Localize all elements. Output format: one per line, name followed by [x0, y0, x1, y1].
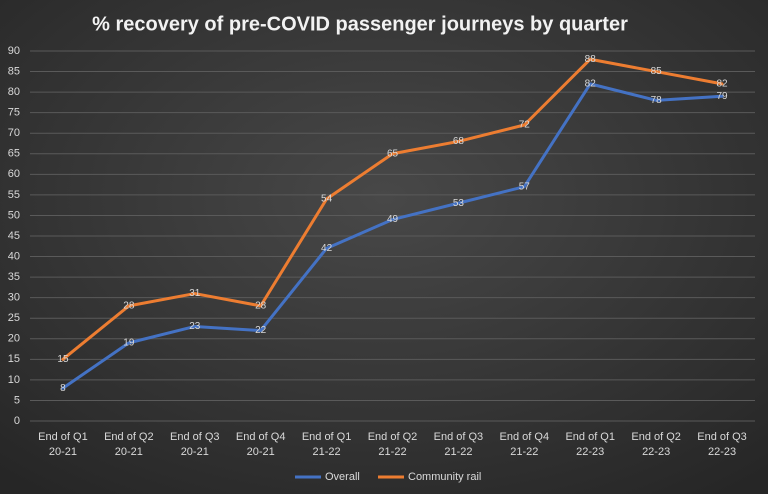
data-label: 85	[651, 66, 663, 77]
y-tick-label: 60	[8, 168, 20, 180]
data-label: 22	[255, 325, 267, 336]
data-label: 68	[453, 136, 465, 147]
x-tick-label: 20-21	[49, 446, 77, 458]
x-tick-label: End of Q4	[500, 431, 550, 443]
x-tick-label: End of Q1	[565, 431, 615, 443]
data-label: 42	[321, 243, 333, 254]
y-tick-label: 80	[8, 86, 20, 98]
y-tick-label: 10	[8, 374, 20, 386]
y-tick-label: 0	[14, 415, 20, 427]
x-tick-label: End of Q2	[631, 431, 681, 443]
data-label: 28	[255, 301, 267, 312]
x-tick-label: 22-23	[642, 446, 670, 458]
data-label: 8	[60, 383, 66, 394]
data-label: 57	[519, 181, 531, 192]
y-tick-label: 50	[8, 209, 20, 221]
y-tick-label: 85	[8, 65, 20, 77]
legend-label: Community rail	[408, 471, 481, 483]
x-tick-label: 21-22	[378, 446, 406, 458]
data-label: 53	[453, 198, 465, 209]
y-tick-label: 65	[8, 148, 20, 160]
data-label: 31	[189, 288, 201, 299]
x-tick-label: End of Q3	[170, 431, 220, 443]
data-label: 65	[387, 148, 399, 159]
y-tick-label: 35	[8, 271, 20, 283]
y-tick-label: 70	[8, 127, 20, 139]
data-label: 88	[585, 54, 597, 65]
x-tick-label: 22-23	[576, 446, 604, 458]
data-label: 15	[57, 354, 69, 365]
y-tick-label: 40	[8, 250, 20, 262]
x-tick-label: End of Q2	[104, 431, 154, 443]
x-tick-label: End of Q4	[236, 431, 286, 443]
data-label: 78	[651, 95, 663, 106]
data-label: 72	[519, 120, 531, 131]
series-line	[61, 57, 724, 361]
x-tick-label: End of Q1	[38, 431, 88, 443]
data-label: 49	[387, 214, 399, 225]
y-tick-label: 30	[8, 292, 20, 304]
y-tick-label: 55	[8, 189, 20, 201]
series-line	[61, 82, 724, 390]
x-tick-label: 21-22	[444, 446, 472, 458]
x-tick-label: 20-21	[247, 446, 275, 458]
chart-title: % recovery of pre-COVID passenger journe…	[92, 13, 628, 35]
x-tick-label: 22-23	[708, 446, 736, 458]
y-tick-label: 25	[8, 312, 20, 324]
legend-label: Overall	[325, 471, 360, 483]
x-tick-label: End of Q3	[434, 431, 484, 443]
x-tick-label: End of Q3	[697, 431, 747, 443]
data-label: 19	[123, 338, 135, 349]
data-label: 82	[716, 79, 728, 90]
data-label: 23	[189, 321, 201, 332]
data-label: 79	[716, 91, 728, 102]
y-tick-label: 90	[8, 45, 20, 57]
y-tick-label: 45	[8, 230, 20, 242]
x-tick-label: End of Q1	[302, 431, 352, 443]
x-tick-label: End of Q2	[368, 431, 418, 443]
x-tick-label: 20-21	[181, 446, 209, 458]
y-tick-label: 20	[8, 333, 20, 345]
data-label: 54	[321, 194, 333, 205]
x-tick-label: 21-22	[510, 446, 538, 458]
x-tick-label: 21-22	[313, 446, 341, 458]
y-tick-label: 15	[8, 353, 20, 365]
x-tick-label: 20-21	[115, 446, 143, 458]
y-tick-label: 75	[8, 107, 20, 119]
data-label: 28	[123, 301, 135, 312]
y-tick-label: 5	[14, 394, 20, 406]
data-label: 82	[585, 79, 597, 90]
